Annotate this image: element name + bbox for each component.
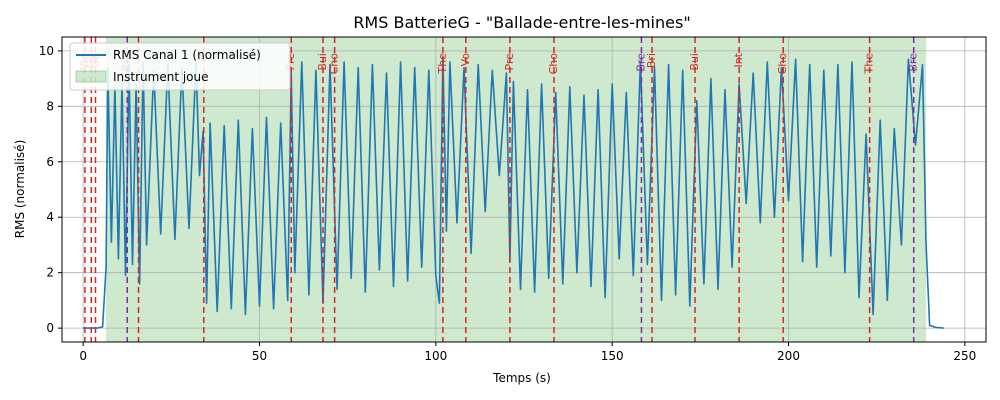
axes-frame bbox=[61, 36, 987, 343]
series-line bbox=[83, 55, 944, 329]
plot-area: ViaGaGaBreRPreBuiChoTheVoPreChoBreBriBui… bbox=[39, 36, 987, 363]
y-tick-label: 6 bbox=[46, 155, 54, 169]
legend-box bbox=[69, 42, 291, 91]
y-tick-label: 2 bbox=[46, 266, 54, 280]
x-tick-label: 50 bbox=[252, 349, 267, 363]
x-axis-label: Temps (s) bbox=[492, 371, 551, 385]
y-tick-label: 10 bbox=[39, 44, 54, 58]
x-tick-label: 200 bbox=[777, 349, 800, 363]
section-marker-label: The bbox=[436, 53, 449, 75]
section-marker-label: Bri bbox=[645, 53, 658, 68]
section-marker-label: Bre bbox=[907, 53, 920, 72]
section-marker-label: Pre bbox=[503, 53, 516, 71]
section-marker-label: Vo bbox=[459, 53, 472, 67]
x-tick-label: 250 bbox=[953, 349, 976, 363]
section-marker-label: The bbox=[863, 53, 876, 75]
section-marker-label: Int bbox=[732, 52, 745, 67]
legend-swatch-region bbox=[75, 70, 107, 83]
section-marker-label: Bui bbox=[688, 53, 701, 71]
section-marker-label: Cho bbox=[547, 53, 560, 75]
legend-label-region: Instrument joue bbox=[113, 70, 209, 84]
legend: RMS Canal 1 (normalisé) Instrument joue bbox=[69, 42, 291, 91]
section-marker-label: Cho bbox=[776, 53, 789, 75]
y-tick-label: 0 bbox=[46, 321, 54, 335]
chart-title: RMS BatterieG - "Ballade-entre-les-mines… bbox=[353, 13, 690, 32]
y-tick-label: 4 bbox=[46, 210, 54, 224]
section-marker-label: Cho bbox=[328, 53, 341, 75]
x-tick-label: 150 bbox=[601, 349, 624, 363]
legend-label-series: RMS Canal 1 (normalisé) bbox=[113, 48, 261, 62]
y-axis-label: RMS (normalisé) bbox=[13, 140, 27, 239]
x-tick-label: 0 bbox=[79, 349, 87, 363]
section-marker-label: Bui bbox=[316, 53, 329, 71]
y-tick-label: 8 bbox=[46, 99, 54, 113]
section-marker-label: Bre bbox=[634, 53, 647, 72]
x-tick-label: 100 bbox=[424, 349, 447, 363]
